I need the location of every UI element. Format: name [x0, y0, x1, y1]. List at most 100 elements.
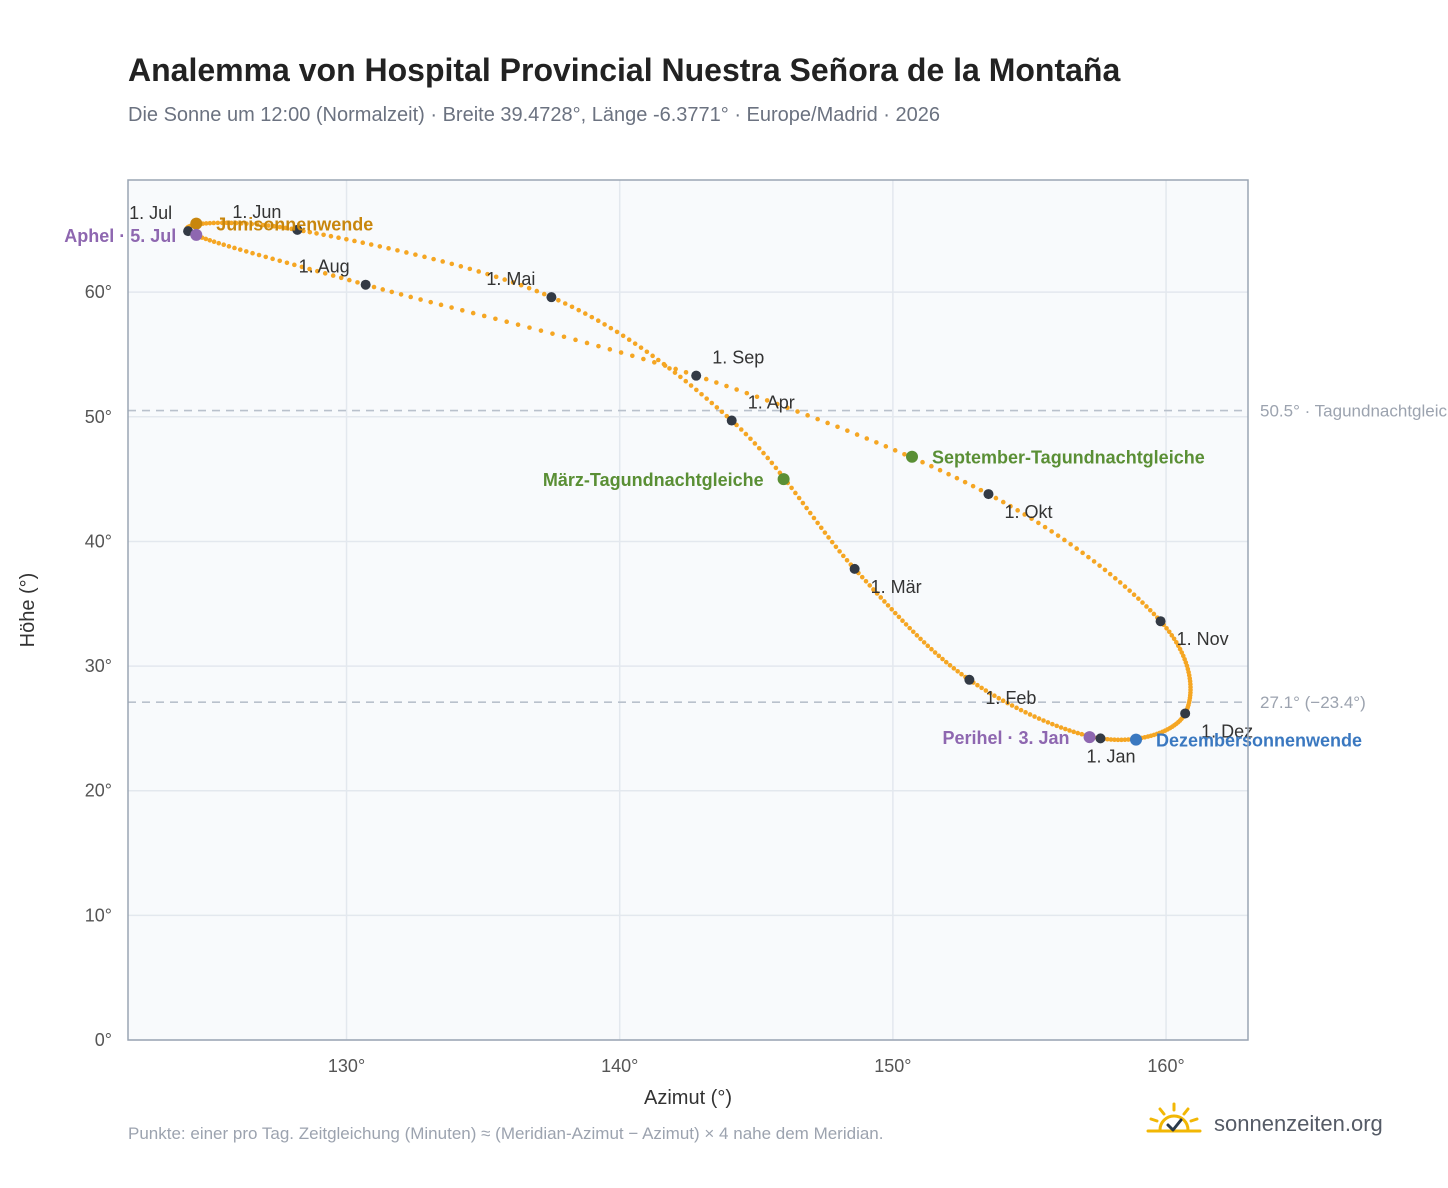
- daily-point: [978, 487, 984, 493]
- daily-point: [704, 396, 709, 401]
- daily-point: [476, 269, 482, 274]
- reference-lines: 50.5° · Tagundnachtgleiche 27.1° (−23.4°): [128, 402, 1448, 712]
- reference-line-label: 50.5° · Tagundnachtgleiche: [1260, 402, 1448, 421]
- daily-point: [232, 245, 237, 251]
- daily-point: [260, 222, 266, 228]
- daily-point: [714, 405, 720, 410]
- daily-point: [1032, 714, 1037, 719]
- daily-point: [892, 448, 898, 453]
- y-tick-label: 50°: [85, 407, 112, 427]
- daily-point: [431, 256, 436, 262]
- event-label: März-Tagundnachtgleiche: [543, 470, 764, 490]
- daily-point: [428, 299, 433, 305]
- daily-point: [1097, 563, 1102, 568]
- plot-area: [128, 180, 1248, 1040]
- daily-point: [413, 252, 418, 257]
- brand-logo[interactable]: sonnenzeiten.org: [1146, 1102, 1383, 1147]
- daily-point: [418, 297, 423, 302]
- daily-point: [1151, 611, 1157, 617]
- daily-point: [1045, 720, 1051, 725]
- daily-point: [1000, 499, 1006, 505]
- daily-point: [987, 690, 993, 696]
- sun-check-icon: [1146, 1102, 1202, 1147]
- daily-point: [485, 271, 490, 277]
- daily-point: [996, 695, 1002, 701]
- daily-point: [773, 465, 779, 471]
- month-label: 1. Feb: [985, 688, 1036, 708]
- daily-point: [800, 500, 806, 506]
- daily-point: [422, 254, 427, 260]
- daily-point: [630, 353, 635, 359]
- daily-point: [608, 325, 614, 331]
- daily-point: [1036, 520, 1041, 526]
- y-tick-label: 20°: [85, 781, 112, 801]
- daily-point: [307, 229, 313, 235]
- daily-point: [1127, 588, 1132, 593]
- daily-point: [951, 666, 957, 671]
- month-marker: [964, 674, 975, 685]
- daily-point: [244, 221, 249, 226]
- daily-point: [211, 239, 217, 245]
- daily-point: [360, 240, 366, 246]
- daily-point: [1164, 625, 1169, 631]
- daily-point: [1177, 646, 1183, 652]
- daily-point: [515, 322, 521, 327]
- daily-point: [882, 599, 887, 604]
- daily-point: [929, 463, 934, 469]
- daily-point: [1015, 508, 1020, 513]
- daily-point: [229, 220, 234, 226]
- daily-point: [338, 275, 344, 281]
- daily-point: [449, 261, 455, 267]
- daily-point: [203, 221, 209, 226]
- daily-point: [583, 311, 588, 316]
- daily-point: [1122, 737, 1128, 743]
- daily-point: [458, 264, 464, 269]
- daily-point: [688, 383, 694, 388]
- daily-point: [826, 535, 831, 540]
- daily-point: [878, 595, 884, 600]
- daily-point: [1169, 633, 1175, 638]
- daily-point: [1063, 726, 1068, 732]
- daily-point: [907, 625, 912, 631]
- daily-point: [667, 366, 672, 371]
- daily-point: [203, 236, 209, 242]
- chart-title: Analemma von Hospital Provincial Nuestra…: [128, 52, 1121, 88]
- daily-point: [460, 308, 465, 313]
- daily-point: [662, 363, 668, 368]
- daily-point: [1014, 705, 1019, 711]
- daily-point: [328, 233, 334, 239]
- daily-point: [1112, 737, 1117, 743]
- daily-point: [910, 629, 916, 635]
- month-label: 1. Okt: [1004, 502, 1052, 522]
- event-label: Perihel · 3. Jan: [942, 728, 1069, 748]
- daily-point: [752, 441, 758, 446]
- daily-point: [1144, 604, 1149, 609]
- daily-point: [1022, 512, 1027, 517]
- daily-point: [796, 495, 802, 501]
- daily-point: [467, 266, 473, 272]
- daily-point: [502, 277, 507, 282]
- daily-point: [518, 282, 524, 288]
- daily-point: [620, 333, 626, 339]
- daily-point: [678, 374, 683, 380]
- x-axis-label: Azimut (°): [644, 1087, 732, 1109]
- daily-point: [1068, 541, 1073, 547]
- daily-point: [864, 436, 870, 441]
- daily-point: [1042, 524, 1048, 530]
- daily-point: [1055, 533, 1061, 538]
- event-marker: [777, 473, 790, 486]
- daily-point: [632, 341, 638, 346]
- daily-point: [270, 256, 275, 262]
- daily-point: [226, 244, 232, 249]
- y-axis-label: Höhe (°): [17, 573, 39, 648]
- daily-point: [743, 431, 749, 437]
- daily-point: [321, 232, 326, 238]
- daily-point: [769, 460, 775, 466]
- daily-point: [936, 653, 942, 659]
- daily-point: [1112, 576, 1118, 581]
- daily-point: [534, 288, 540, 294]
- daily-point: [1000, 698, 1006, 703]
- month-marker: [1180, 708, 1191, 719]
- daily-point: [277, 258, 283, 264]
- daily-point: [1107, 571, 1113, 577]
